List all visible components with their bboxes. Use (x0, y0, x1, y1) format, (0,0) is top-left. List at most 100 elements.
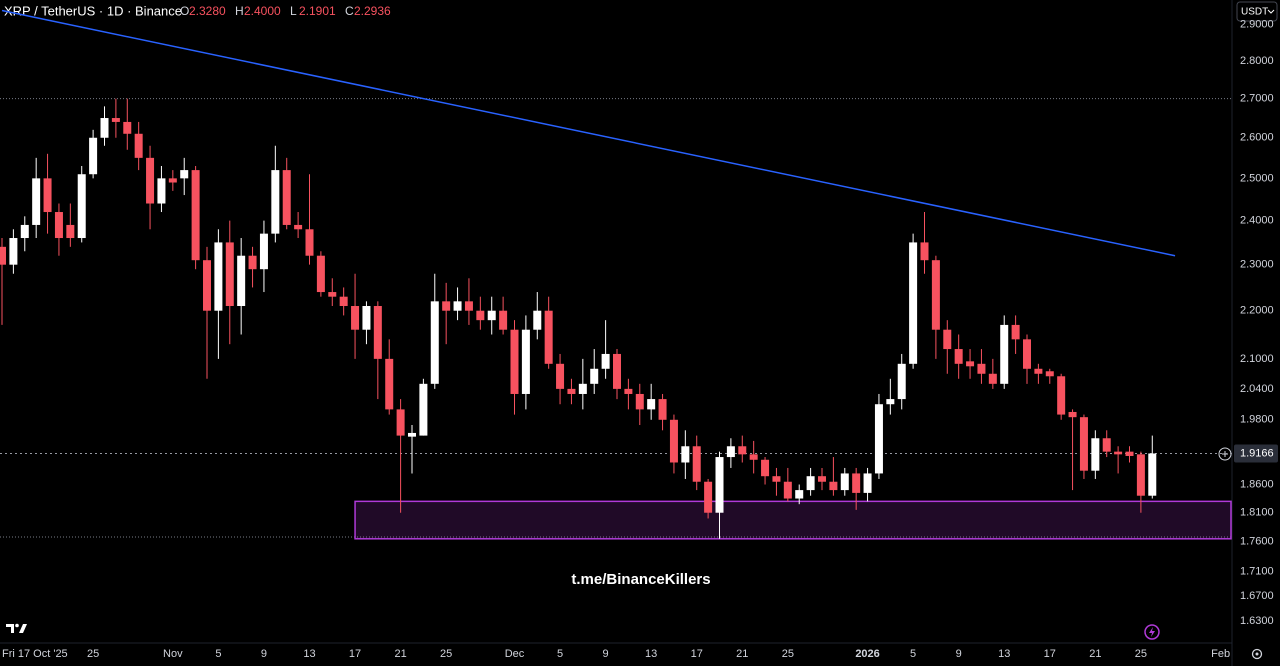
candle-body (510, 329, 519, 394)
y-tick-label: 2.2000 (1240, 305, 1274, 317)
x-tick-label: 13 (303, 648, 315, 660)
candle-body (658, 399, 667, 420)
x-tick-label: 5 (910, 648, 916, 660)
candle-body (715, 457, 724, 513)
candle-body (761, 459, 770, 477)
y-tick-label: 2.5000 (1240, 172, 1274, 184)
candle-body (852, 473, 861, 493)
candle-body (1148, 453, 1157, 496)
candle-body (191, 170, 200, 261)
candle-body (943, 329, 952, 350)
candle-body (601, 353, 610, 369)
candle-body (613, 353, 621, 389)
candle-body (77, 174, 86, 239)
candle-body (1091, 438, 1100, 471)
y-tick-label: 1.6300 (1240, 615, 1274, 627)
candle-body (43, 178, 52, 213)
candle-body (66, 224, 75, 239)
dropdown-arrow (1267, 9, 1275, 14)
candle-body (897, 363, 906, 400)
candle-body (339, 296, 348, 307)
y-tick-label: 1.6700 (1240, 590, 1274, 602)
candle-body (373, 306, 382, 359)
candle-body (351, 306, 360, 330)
candle-body (203, 260, 211, 311)
y-tick-label: 2.7000 (1240, 93, 1274, 105)
candle-body (430, 301, 439, 384)
candle-body (32, 178, 41, 225)
candle-body (692, 446, 701, 482)
candle-body (0, 246, 6, 265)
ohlc-value: 2.3280 (189, 4, 226, 18)
candle-body (237, 255, 246, 307)
candle-body (1125, 451, 1134, 456)
candle-body (328, 292, 337, 297)
y-tick-label: 2.4000 (1240, 215, 1274, 227)
x-tick-label: 21 (394, 648, 406, 660)
y-tick-label: 2.1000 (1240, 353, 1274, 365)
x-tick-label: Dec (505, 648, 525, 660)
candle-body (863, 473, 872, 493)
candle-body (1057, 376, 1066, 415)
candle-body (419, 383, 428, 436)
x-tick-label: 5 (215, 648, 221, 660)
candle-body (248, 255, 257, 270)
candle-body (795, 490, 804, 499)
candle-body (1114, 451, 1123, 455)
candle-body (294, 224, 303, 230)
candle-body (1023, 339, 1031, 369)
x-tick-label: Nov (163, 648, 183, 660)
x-tick-label: 21 (736, 648, 748, 660)
candle-body (464, 301, 473, 311)
y-tick-label: 1.9800 (1240, 414, 1274, 426)
x-tick-label: 5 (557, 648, 563, 660)
candle-body (168, 178, 177, 183)
candle-body (316, 255, 325, 293)
x-tick-label: 17 (1044, 648, 1056, 660)
last-price-box (1234, 444, 1278, 463)
candle-body (100, 118, 109, 138)
candle-body (282, 170, 291, 225)
candle-body (772, 476, 781, 482)
add-button[interactable] (1218, 447, 1232, 461)
x-tick-label: 25 (1135, 648, 1147, 660)
candle-body (749, 454, 758, 460)
y-tick-label: 1.8100 (1240, 507, 1274, 519)
zone (354, 500, 1232, 540)
settings-button[interactable] (1251, 648, 1263, 660)
candle-body (134, 133, 143, 158)
y-tick-label: 2.0400 (1240, 383, 1274, 395)
lightning-button[interactable] (1144, 624, 1160, 640)
candle-body (1045, 371, 1054, 377)
candle-body (578, 383, 587, 394)
candle-body (180, 170, 189, 179)
currency-button[interactable]: USDT (1236, 1, 1278, 22)
candle-body (966, 361, 975, 367)
candle-body (544, 310, 553, 364)
y-tick-label: 2.8000 (1240, 55, 1274, 67)
candle-body (20, 224, 29, 239)
candle-body (556, 363, 565, 389)
candle-body (704, 481, 713, 513)
currency-label[interactable]: USDT (1241, 7, 1268, 18)
candle-body (920, 242, 929, 261)
candle-body (225, 242, 234, 307)
candle-body (886, 399, 895, 405)
candle-body (476, 310, 485, 321)
ohlc-letter: C (345, 4, 354, 18)
tv-logo (6, 623, 27, 633)
ohlc-value: 2.1901 (299, 4, 336, 18)
candle-body (738, 446, 747, 455)
candle-body (783, 481, 792, 499)
candle-body (726, 446, 735, 458)
ohlc-letter: H (235, 4, 244, 18)
x-tick-label: Fri 17 Oct '25 (2, 648, 68, 660)
candle-body (988, 373, 997, 384)
ohlc-letter: O (180, 4, 189, 18)
x-tick-label: 9 (603, 648, 609, 660)
x-tick-label: 9 (261, 648, 267, 660)
x-tick-label: 2026 (855, 648, 879, 660)
candle-body (453, 301, 462, 311)
